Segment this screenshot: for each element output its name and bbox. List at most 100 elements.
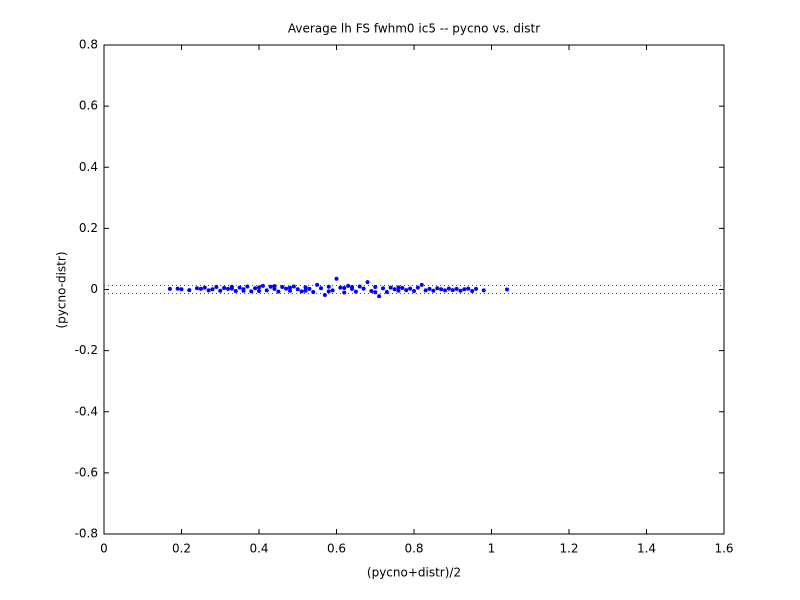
point (303, 285, 308, 290)
point (377, 294, 382, 299)
x-tick-label: 0.6 (327, 542, 346, 556)
point (311, 289, 316, 294)
point (342, 285, 347, 290)
point (439, 287, 444, 292)
point (226, 286, 230, 291)
point (214, 285, 219, 290)
point (307, 286, 312, 291)
x-tick-label: 1.2 (559, 542, 578, 556)
y-tick-label: 0.2 (79, 221, 98, 235)
point (443, 288, 447, 293)
point (288, 288, 292, 293)
point (288, 285, 292, 290)
point (381, 286, 385, 291)
y-tick-label: -0.8 (75, 527, 98, 541)
point (458, 288, 463, 293)
point (257, 289, 261, 294)
point (179, 287, 184, 292)
x-tick-label: 0.8 (404, 542, 423, 556)
point (357, 284, 362, 289)
point (353, 289, 358, 294)
point (396, 288, 401, 293)
point (299, 289, 304, 294)
point (187, 288, 192, 293)
y-tick-label: -0.4 (75, 404, 98, 418)
y-tick-label: 0.4 (79, 160, 98, 174)
point (195, 286, 199, 291)
point (346, 283, 351, 288)
point (264, 288, 269, 293)
point (334, 276, 339, 281)
point (276, 289, 281, 294)
point (322, 293, 327, 298)
point (319, 286, 323, 291)
point (245, 284, 250, 289)
point (229, 286, 234, 291)
point (303, 288, 308, 293)
point (326, 289, 331, 294)
point (408, 286, 413, 291)
x-tick-label: 1 (488, 542, 496, 556)
point (342, 290, 347, 295)
point (361, 286, 366, 291)
point (272, 284, 277, 289)
point (330, 288, 335, 293)
point (369, 289, 374, 294)
point (291, 284, 296, 289)
point (396, 285, 401, 290)
point (326, 284, 331, 289)
x-tick-label: 1.4 (637, 542, 656, 556)
point (400, 285, 405, 290)
x-axis-label: (pycno+distr)/2 (367, 566, 461, 580)
point (167, 286, 172, 291)
point (481, 288, 486, 293)
point (470, 289, 475, 294)
point (315, 282, 320, 287)
point (257, 285, 261, 290)
x-tick-label: 0 (100, 542, 108, 556)
y-tick-label: -0.6 (75, 465, 98, 479)
point (431, 288, 436, 293)
y-axis-label: (pycno-distr) (55, 251, 69, 328)
point (446, 286, 451, 291)
x-tick-label: 0.2 (172, 542, 191, 556)
point (450, 288, 455, 293)
point (466, 286, 471, 291)
point (280, 285, 285, 290)
point (462, 287, 467, 292)
point (268, 284, 273, 289)
point (249, 289, 254, 294)
point (338, 285, 343, 290)
point (284, 286, 289, 291)
point (373, 285, 378, 290)
point (233, 289, 238, 294)
y-tick-label: -0.2 (75, 343, 98, 357)
point (423, 288, 428, 293)
y-tick-label: 0 (90, 282, 98, 296)
point (392, 287, 397, 292)
point (198, 286, 203, 291)
point (222, 285, 227, 290)
point (412, 289, 416, 294)
point (454, 286, 459, 291)
point (474, 286, 478, 291)
x-tick-label: 0.4 (249, 542, 268, 556)
point (175, 286, 180, 291)
chart-title: Average lh FS fwhm0 ic5 -- pycno vs. dis… (288, 22, 540, 36)
point (260, 283, 265, 288)
point (373, 290, 378, 295)
point (241, 288, 246, 293)
point (427, 286, 432, 291)
point (237, 285, 242, 290)
point (419, 282, 424, 287)
point (218, 288, 223, 293)
point (404, 288, 409, 293)
point (272, 286, 277, 291)
point (253, 286, 258, 291)
point (295, 287, 300, 292)
point (206, 288, 211, 293)
x-tick-label: 1.6 (714, 542, 733, 556)
point (388, 285, 393, 290)
point (384, 289, 389, 294)
